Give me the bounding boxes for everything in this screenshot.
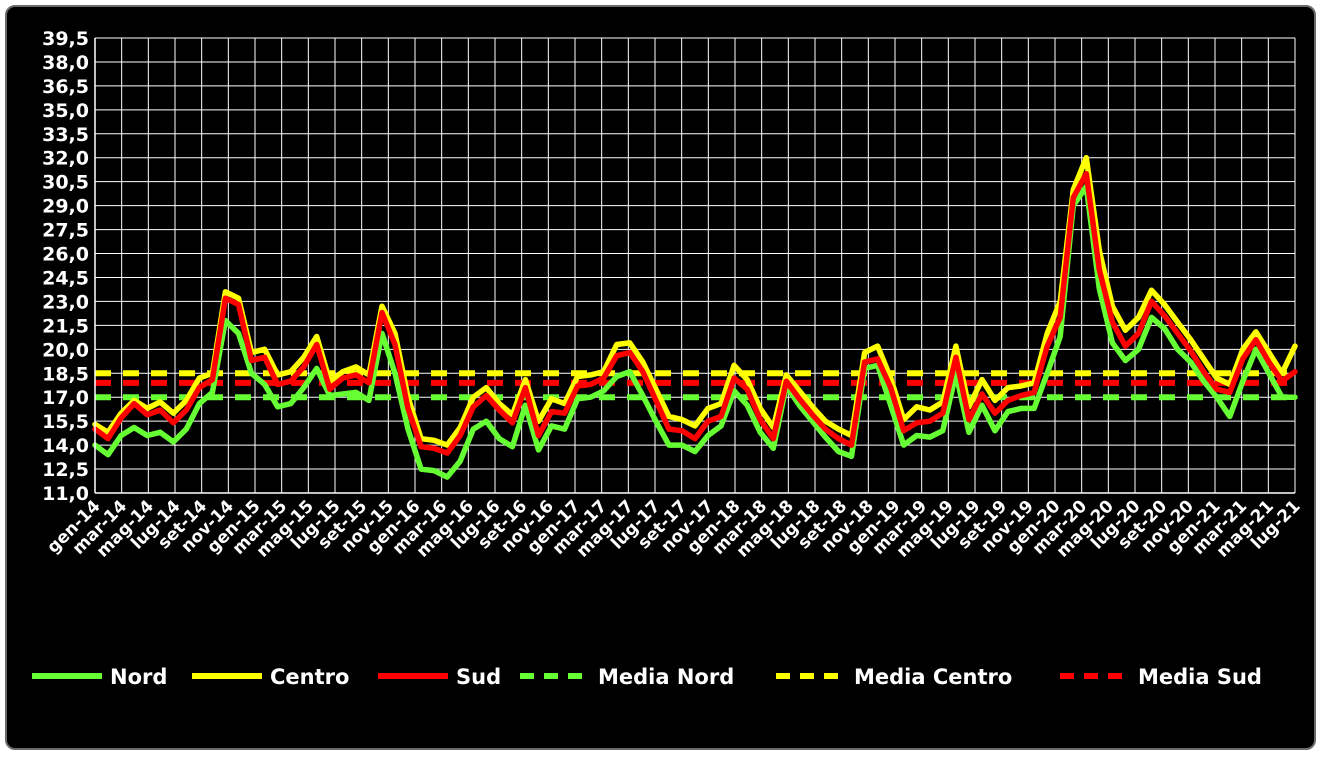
grid — [94, 37, 1296, 494]
series-line-sud — [92, 170, 1298, 456]
y-tick-label: 26,0 — [42, 244, 89, 266]
y-tick-label: 20,0 — [42, 339, 89, 361]
y-tick-label: 33,5 — [42, 124, 89, 146]
y-tick-label: 38,0 — [42, 52, 89, 74]
y-tick-label: 35,0 — [42, 100, 89, 122]
legend: Nord Centro Sud Media Nord Media Centro Media… — [32, 665, 1262, 689]
legend-label-media-nord: Media Nord — [598, 665, 734, 689]
y-tick-label: 14,0 — [42, 435, 89, 457]
legend-label-media-sud: Media Sud — [1138, 665, 1262, 689]
y-tick-label: 27,5 — [42, 220, 89, 242]
y-tick-label: 30,5 — [42, 172, 89, 194]
y-tick-label: 17,0 — [42, 387, 89, 409]
y-tick-label: 32,0 — [42, 148, 89, 170]
legend-label-media-centro: Media Centro — [854, 665, 1012, 689]
legend-label-sud: Sud — [456, 665, 501, 689]
y-tick-label: 24,5 — [42, 267, 89, 289]
y-tick-label: 12,5 — [42, 459, 89, 481]
chart-frame — [5, 5, 1316, 750]
y-tick-label: 11,0 — [42, 483, 89, 505]
series-lines — [92, 154, 1298, 480]
legend-label-nord: Nord — [110, 665, 167, 689]
y-axis: 39,538,036,535,033,532,030,529,027,526,0… — [42, 28, 96, 505]
x-axis: gen-14mar-14mag-14lug-14set-14nov-14gen-… — [43, 492, 1305, 562]
y-tick-label: 18,5 — [42, 363, 89, 385]
y-tick-label: 23,0 — [42, 291, 89, 313]
y-tick-label: 21,5 — [42, 315, 89, 337]
y-tick-label: 15,5 — [42, 411, 89, 433]
y-tick-label: 29,0 — [42, 196, 89, 218]
y-tick-label: 39,5 — [42, 28, 89, 50]
legend-label-centro: Centro — [270, 665, 349, 689]
y-tick-label: 36,5 — [42, 76, 89, 98]
